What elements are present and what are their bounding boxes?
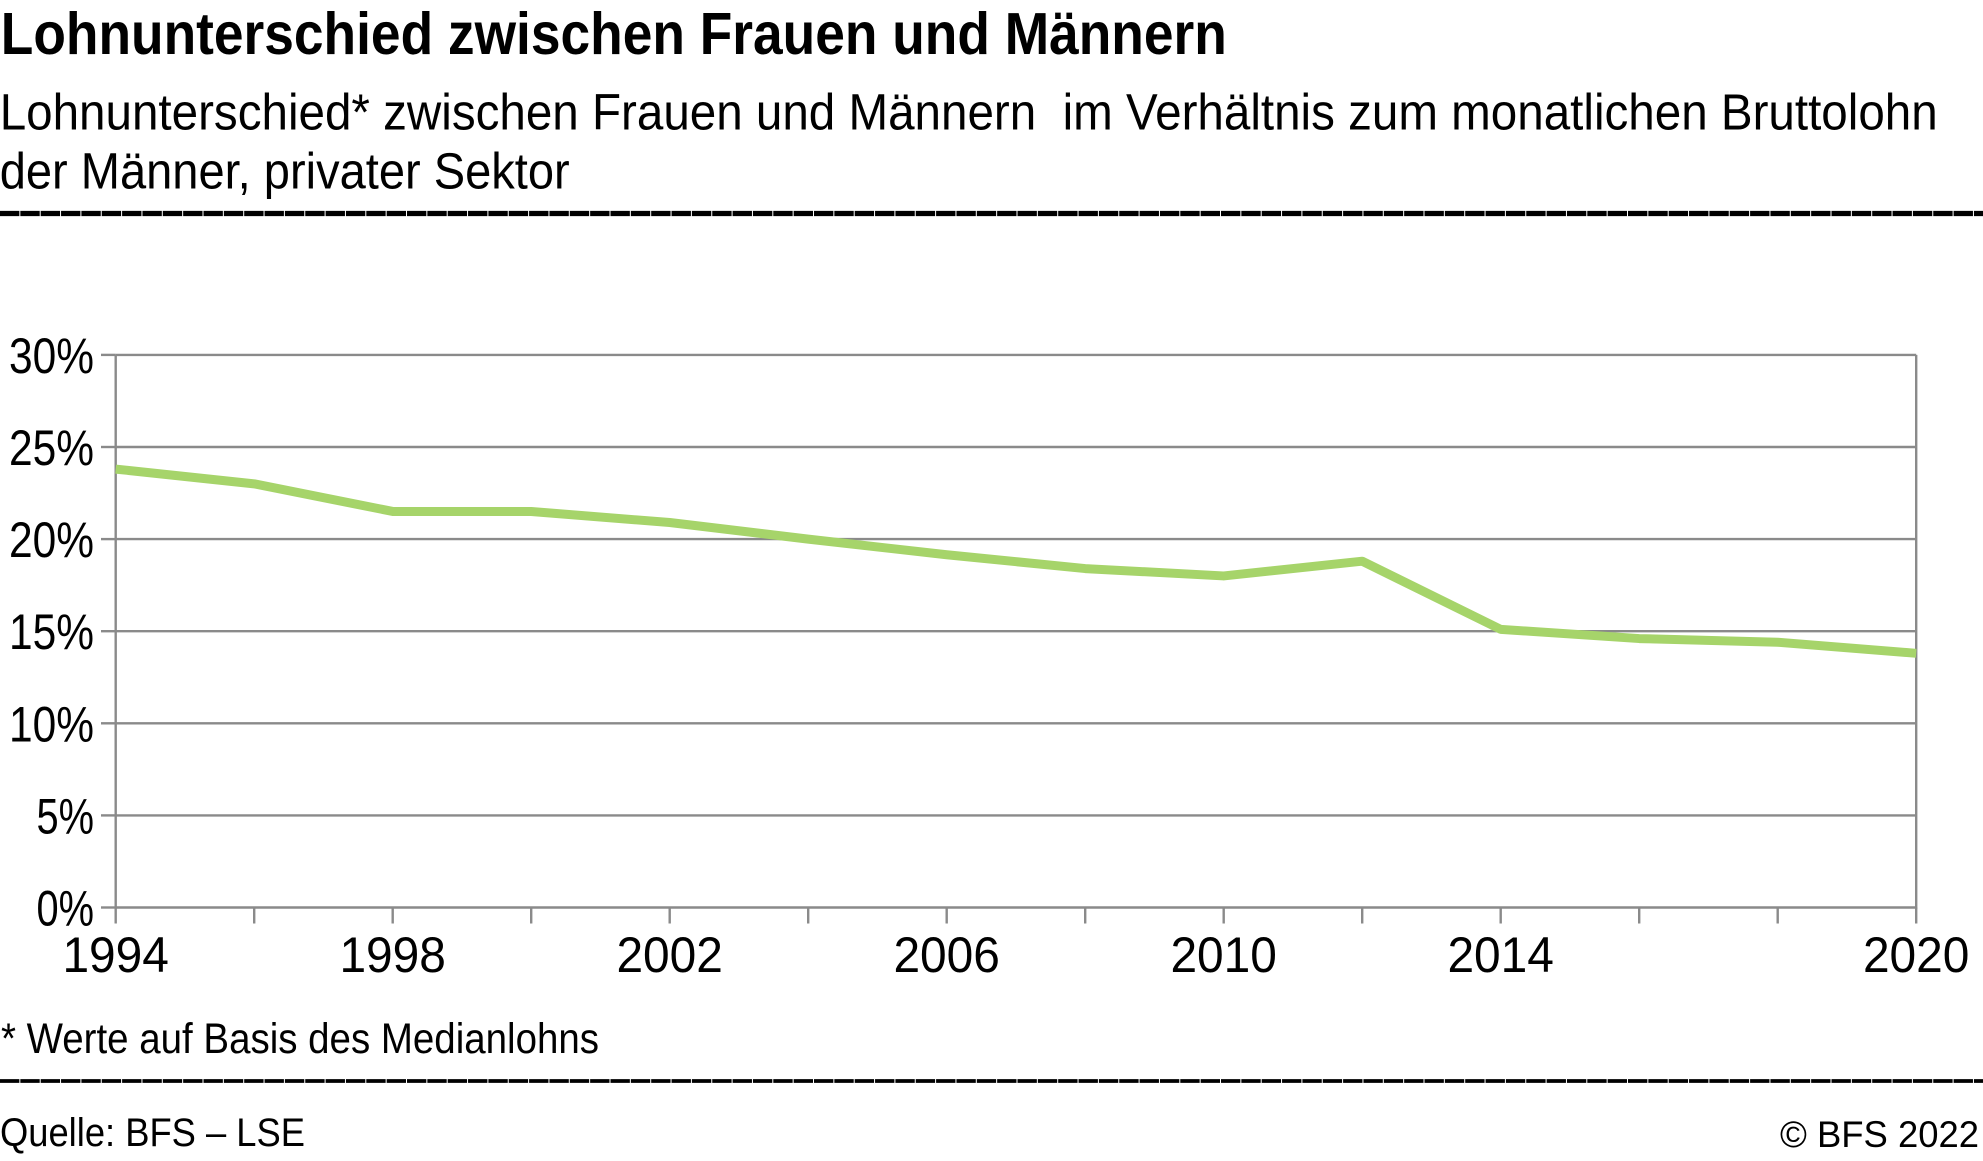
- svg-text:15%: 15%: [9, 604, 94, 660]
- svg-text:2010: 2010: [1170, 927, 1277, 983]
- svg-text:Lohnunterschied* zwischen Frau: Lohnunterschied* zwischen Frauen und Män…: [0, 84, 1938, 141]
- svg-text:1998: 1998: [339, 927, 446, 983]
- svg-text:© BFS 2022: © BFS 2022: [1780, 1114, 1979, 1155]
- svg-text:2020: 2020: [1863, 927, 1970, 983]
- svg-text:30%: 30%: [9, 328, 94, 384]
- svg-text:10%: 10%: [9, 696, 94, 752]
- svg-text:der Männer, privater Sektor: der Männer, privater Sektor: [0, 142, 570, 199]
- svg-text:0%: 0%: [37, 881, 95, 937]
- svg-text:2014: 2014: [1447, 927, 1554, 983]
- svg-text:5%: 5%: [37, 788, 95, 844]
- svg-text:Quelle: BFS – LSE: Quelle: BFS – LSE: [0, 1111, 305, 1155]
- svg-text:25%: 25%: [9, 420, 94, 476]
- svg-text:1994: 1994: [62, 927, 169, 983]
- svg-text:* Werte auf Basis des Medianlo: * Werte auf Basis des Medianlohns: [1, 1016, 599, 1063]
- svg-text:Lohnunterschied zwischen Fraue: Lohnunterschied zwischen Frauen und Männ…: [1, 1, 1227, 67]
- svg-text:20%: 20%: [9, 512, 94, 568]
- svg-text:2002: 2002: [616, 927, 723, 983]
- svg-text:2006: 2006: [893, 927, 1000, 983]
